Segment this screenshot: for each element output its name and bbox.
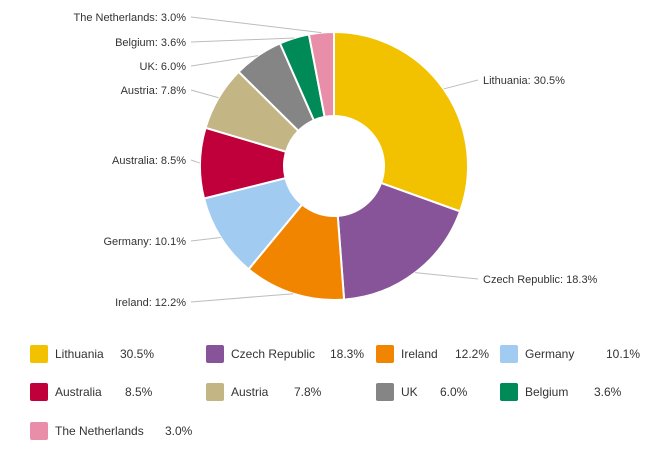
legend-label: Czech Republic — [231, 347, 316, 361]
legend-swatch — [30, 345, 48, 363]
leader-line-czech-republic — [415, 272, 479, 280]
leader-line-uk — [190, 55, 259, 67]
leader-line-belgium — [190, 37, 295, 43]
slice-lithuania[interactable] — [333, 30, 469, 213]
legend-item-germany[interactable]: Germany — [500, 343, 574, 365]
legend-item-lithuania[interactable]: Lithuania — [30, 343, 104, 365]
leader-line-lithuania — [443, 79, 479, 90]
slice-label-australia: Australia: 8.5% — [112, 155, 186, 167]
leader-line-germany — [190, 236, 221, 242]
legend-item-ireland[interactable]: Ireland — [376, 343, 438, 365]
legend-swatch — [500, 383, 518, 401]
legend-swatch — [30, 422, 48, 440]
slice-label-uk: UK: 6.0% — [140, 61, 187, 73]
legend-label: Belgium — [525, 385, 569, 399]
leader-line-austria — [190, 89, 219, 99]
legend-item-australia[interactable]: Australia — [30, 381, 102, 403]
legend-item-uk[interactable]: UK — [376, 381, 418, 403]
slice-label-germany: Germany: 10.1% — [103, 236, 186, 248]
legend-label: Lithuania — [55, 347, 104, 361]
leader-line-australia — [190, 159, 201, 164]
leader-line-ireland — [190, 293, 294, 303]
legend-item-austria[interactable]: Austria — [206, 381, 268, 403]
slice-label-lithuania: Lithuania: 30.5% — [483, 75, 565, 87]
legend-label: UK — [401, 385, 418, 399]
slice-labels-group: Lithuania: 30.5% Czech Republic: 18.3% Ire… — [73, 12, 597, 309]
slices-group — [199, 30, 469, 301]
slice-label-czech-republic: Czech Republic: 18.3% — [483, 274, 598, 286]
legend-swatch — [500, 345, 518, 363]
slice-the-netherlands[interactable] — [307, 30, 335, 119]
slice-czech-republic[interactable] — [336, 181, 462, 301]
legend-swatch — [30, 383, 48, 401]
slice-label-austria: Austria: 7.8% — [121, 85, 187, 97]
leader-line-the-netherlands — [190, 16, 322, 34]
legend-swatch — [376, 383, 394, 401]
legend-label: Ireland — [401, 347, 438, 361]
legend-item-czech-republic[interactable]: Czech Republic — [206, 343, 315, 365]
legend-swatch — [206, 345, 224, 363]
legend-swatch — [376, 345, 394, 363]
slice-label-ireland: Ireland: 12.2% — [115, 297, 186, 309]
leader-lines-group — [190, 16, 479, 303]
legend-label: Germany — [525, 347, 575, 361]
legend-label: Austria — [231, 385, 269, 399]
legend-swatch — [206, 383, 224, 401]
slice-label-the-netherlands: The Netherlands: 3.0% — [73, 12, 186, 24]
slice-label-belgium: Belgium: 3.6% — [115, 37, 186, 49]
legend-item-the-netherlands[interactable]: The Netherlands — [30, 420, 144, 442]
legend-label: The Netherlands — [55, 424, 144, 438]
legend-label: Australia — [55, 385, 102, 399]
legend-item-belgium[interactable]: Belgium — [500, 381, 568, 403]
